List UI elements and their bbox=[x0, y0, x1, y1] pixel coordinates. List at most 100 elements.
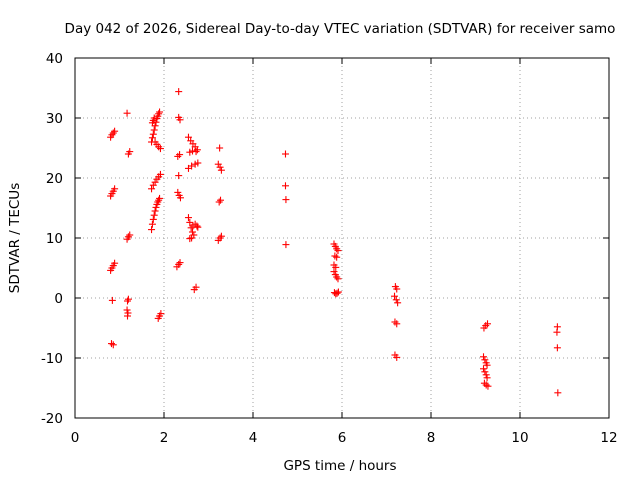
data-point bbox=[111, 259, 119, 267]
chart-title: Day 042 of 2026, Sidereal Day-to-day VTE… bbox=[65, 21, 616, 37]
data-point bbox=[123, 109, 131, 117]
data-point bbox=[391, 318, 399, 326]
data-point bbox=[124, 295, 132, 303]
data-point bbox=[331, 252, 339, 260]
x-tick-label: 6 bbox=[338, 430, 347, 446]
data-point bbox=[184, 133, 192, 141]
data-point bbox=[214, 160, 222, 168]
y-tick-label: 20 bbox=[46, 171, 63, 187]
data-point bbox=[216, 144, 224, 152]
x-tick-label: 4 bbox=[249, 430, 258, 446]
data-point bbox=[126, 231, 134, 239]
data-point bbox=[124, 297, 132, 305]
data-point bbox=[217, 196, 225, 204]
data-point bbox=[392, 296, 400, 304]
data-point bbox=[188, 228, 196, 236]
data-point bbox=[334, 275, 342, 283]
data-point bbox=[332, 263, 340, 271]
data-point bbox=[484, 320, 492, 328]
data-point bbox=[188, 147, 196, 155]
data-point bbox=[330, 268, 338, 276]
data-point bbox=[215, 198, 223, 206]
data-point bbox=[157, 310, 165, 318]
data-point bbox=[124, 312, 132, 320]
data-point bbox=[149, 181, 157, 189]
y-tick-label: 0 bbox=[54, 291, 63, 307]
data-point bbox=[175, 172, 183, 180]
data-point bbox=[156, 145, 164, 153]
data-point bbox=[484, 382, 492, 390]
data-point bbox=[281, 182, 289, 190]
data-point bbox=[155, 196, 163, 204]
y-axis-label: SDTVAR / TECUs bbox=[7, 183, 23, 293]
data-point bbox=[194, 159, 202, 167]
data-point bbox=[393, 320, 401, 328]
data-point bbox=[194, 223, 202, 231]
y-tick-label: 30 bbox=[46, 111, 63, 127]
data-point bbox=[148, 185, 156, 193]
data-point bbox=[186, 235, 194, 243]
data-point bbox=[109, 341, 117, 349]
data-point bbox=[481, 356, 489, 364]
x-tick-label: 10 bbox=[511, 430, 528, 446]
data-point bbox=[216, 163, 224, 171]
x-tick-label: 8 bbox=[427, 430, 436, 446]
data-point bbox=[393, 285, 401, 293]
data-point bbox=[217, 166, 225, 174]
data-point bbox=[482, 381, 490, 389]
data-point bbox=[281, 150, 289, 158]
data-point bbox=[126, 148, 134, 156]
data-point bbox=[176, 259, 184, 267]
axes: 0 2 4 6 8 10 12 -20 -10 0 10 20 30 40 bbox=[41, 51, 618, 446]
data-point bbox=[186, 218, 194, 226]
data-point bbox=[149, 130, 157, 138]
x-tick-label: 12 bbox=[600, 430, 617, 446]
data-point bbox=[192, 148, 200, 156]
data-point bbox=[150, 126, 158, 134]
data-point bbox=[483, 361, 491, 369]
data-point bbox=[391, 292, 399, 300]
data-point bbox=[156, 194, 164, 202]
y-tick-label: -10 bbox=[41, 351, 63, 367]
data-point bbox=[188, 234, 196, 242]
data-point bbox=[188, 162, 196, 170]
data-point bbox=[174, 188, 182, 196]
data-point bbox=[148, 220, 156, 228]
data-point bbox=[193, 222, 201, 230]
data-point bbox=[111, 127, 119, 135]
grid-layer bbox=[75, 58, 609, 418]
data-point bbox=[282, 196, 290, 204]
data-point bbox=[148, 226, 156, 234]
data-point bbox=[481, 368, 489, 376]
data-point bbox=[156, 170, 164, 178]
data-point bbox=[176, 151, 184, 159]
data-point bbox=[123, 306, 131, 314]
data-point bbox=[333, 253, 341, 261]
data-points bbox=[107, 88, 562, 397]
data-point bbox=[334, 288, 342, 296]
x-tick-label: 0 bbox=[71, 430, 80, 446]
data-point bbox=[174, 152, 182, 160]
x-axis-label: GPS time / hours bbox=[283, 458, 396, 474]
data-point bbox=[176, 194, 184, 202]
x-tick-label: 2 bbox=[160, 430, 169, 446]
data-point bbox=[393, 353, 401, 361]
data-point bbox=[480, 353, 488, 361]
y-tick-label: 10 bbox=[46, 231, 63, 247]
data-point bbox=[150, 211, 158, 219]
data-point bbox=[187, 224, 195, 232]
data-point bbox=[176, 116, 184, 124]
data-point bbox=[151, 178, 159, 186]
data-point bbox=[151, 207, 159, 215]
data-point bbox=[394, 299, 402, 307]
data-point bbox=[483, 374, 491, 382]
data-point bbox=[108, 296, 116, 304]
data-point bbox=[334, 247, 342, 255]
data-point bbox=[107, 340, 115, 348]
data-point bbox=[184, 214, 192, 222]
data-point bbox=[175, 88, 183, 96]
data-point bbox=[553, 344, 561, 352]
data-point bbox=[148, 134, 156, 142]
y-tick-label: 40 bbox=[46, 51, 63, 67]
